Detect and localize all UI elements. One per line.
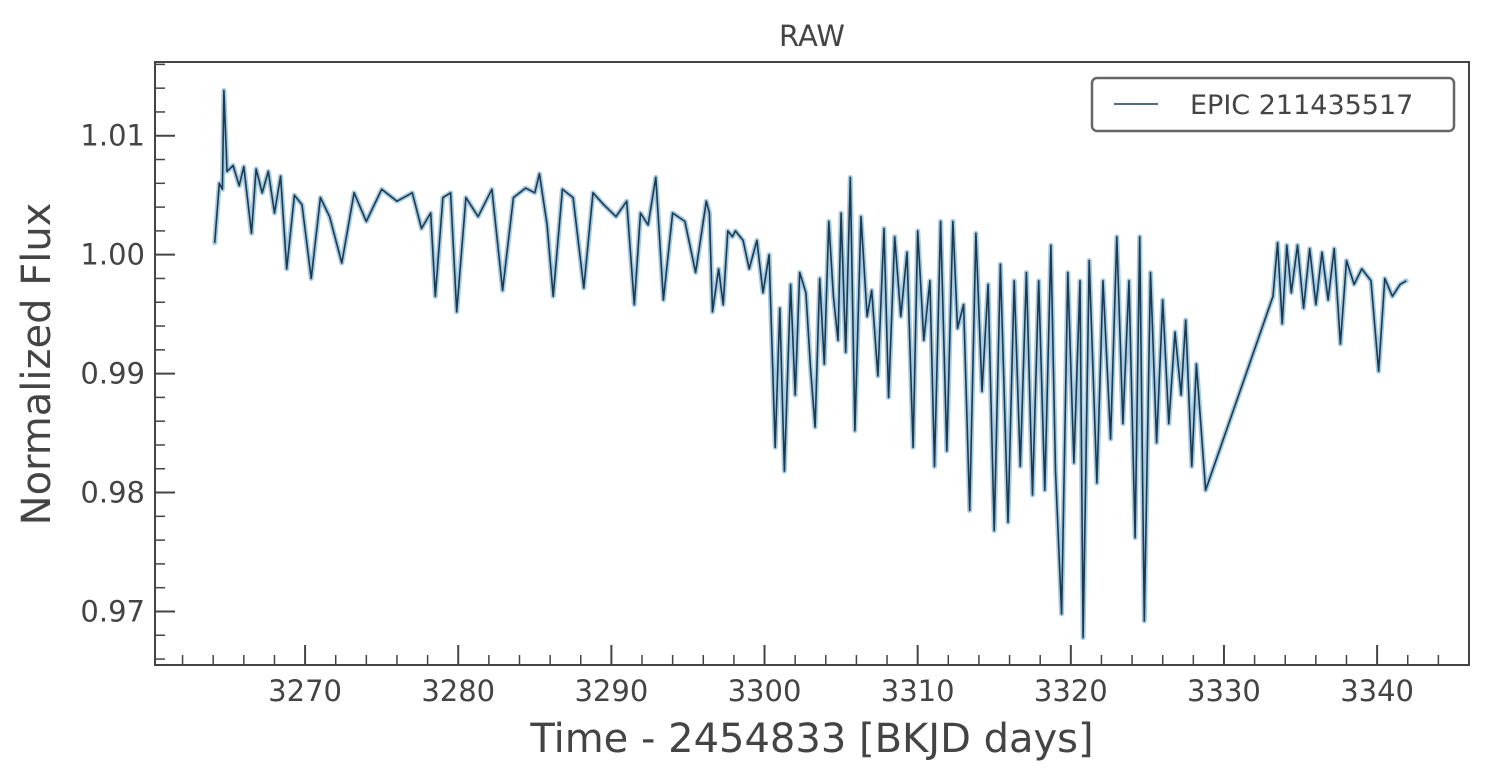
y-tick-label: 0.98 xyxy=(80,476,145,510)
y-axis-ticks: 0.97 0.98 0.99 1.00 1.01 xyxy=(80,63,175,660)
y-tick-label: 0.99 xyxy=(80,357,145,391)
plot-area xyxy=(212,88,1409,641)
y-tick-label: 0.97 xyxy=(80,594,145,628)
x-tick-label: 3320 xyxy=(1034,674,1108,708)
legend-box xyxy=(1090,76,1456,133)
y-axis-label: Normalized Flux xyxy=(14,203,60,526)
y-tick-label: 1.01 xyxy=(80,119,145,153)
legend-entry-label: EPIC 211435517 xyxy=(1190,90,1413,121)
x-tick-label: 3340 xyxy=(1340,674,1414,708)
plot-frame xyxy=(154,61,1470,666)
x-axis-ticks: 3270 3280 3290 3300 3310 3320 3330 3340 xyxy=(181,645,1470,708)
x-tick-label: 3300 xyxy=(728,674,802,708)
x-tick-label: 3270 xyxy=(268,674,342,708)
series-line-epic-211435517 xyxy=(213,89,1407,639)
x-tick-label: 3290 xyxy=(574,674,648,708)
chart-title: RAW xyxy=(779,19,845,53)
x-tick-label: 3330 xyxy=(1187,674,1261,708)
x-tick-label: 3280 xyxy=(421,674,495,708)
y-tick-label: 1.00 xyxy=(80,238,145,272)
x-tick-label: 3310 xyxy=(881,674,955,708)
x-axis-label: Time - 2454833 [BKJD days] xyxy=(529,716,1093,762)
legend: EPIC 211435517 xyxy=(1090,76,1456,133)
